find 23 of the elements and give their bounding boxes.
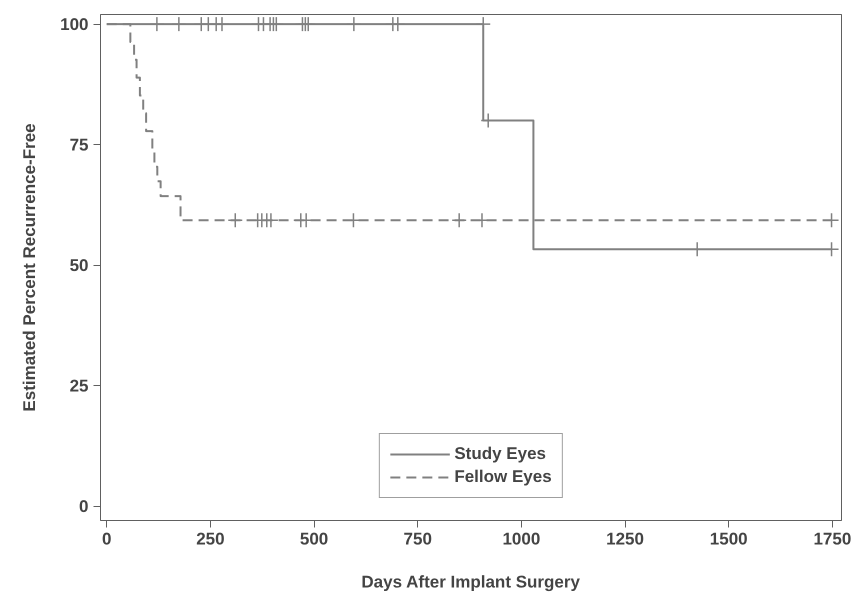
- x-tick-label: 1250: [606, 530, 644, 548]
- x-tick-label: 0: [102, 530, 112, 548]
- point: [346, 16, 362, 32]
- point: [171, 16, 187, 32]
- legend-label: Study Eyes: [454, 444, 546, 464]
- x-tick-label: 750: [404, 530, 432, 548]
- x-axis-title: Days After Implant Surgery: [361, 572, 580, 592]
- x-tick-label: 1750: [813, 530, 852, 548]
- point: [149, 16, 165, 32]
- point: [390, 16, 406, 32]
- x-tick-label: 1500: [710, 530, 748, 548]
- x-tick-label: 1000: [502, 530, 540, 548]
- y-tick-label: 50: [70, 256, 89, 276]
- x-tick-label: 250: [196, 530, 225, 548]
- y-tick-label: 75: [70, 136, 89, 155]
- point: [228, 212, 244, 228]
- y-axis-title: Estimated Percent Recurrence-Free: [20, 123, 40, 412]
- legend-label: Fellow Eyes: [454, 467, 552, 487]
- y-tick-label: 100: [60, 15, 89, 34]
- point: [451, 212, 467, 228]
- y-tick-label: 0: [79, 497, 89, 516]
- x-tick-label: 500: [300, 530, 328, 548]
- y-tick-label: 25: [70, 376, 89, 396]
